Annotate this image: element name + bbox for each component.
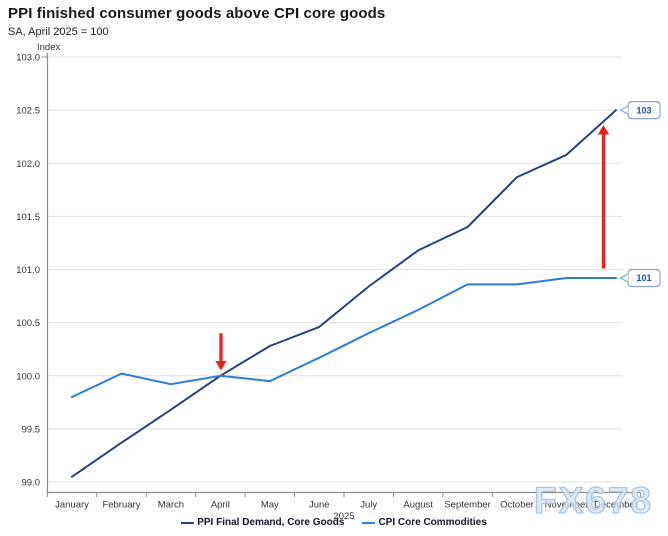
legend-item-ppi: PPI Final Demand, Core Goods [181, 517, 344, 528]
x-axis-label-october: October [500, 500, 534, 511]
december-gap-arrow [597, 125, 610, 269]
x-axis-year-label: 2025 [333, 511, 354, 522]
series-line-cpi [71, 277, 617, 398]
y-axis-label-103.0: 103.0 [16, 53, 40, 64]
x-axis-label-december: December [594, 500, 638, 511]
series-line-ppi [71, 109, 617, 478]
x-axis-label-november: November [545, 500, 589, 511]
y-axis-label-101.5: 101.5 [16, 212, 40, 223]
value-callout-101: 101 [619, 268, 661, 288]
y-axis-label-100.0: 100.0 [16, 371, 40, 382]
x-axis-label-january: January [55, 500, 89, 511]
y-axis-title: Index [37, 42, 60, 53]
value-callout-103: 103 [619, 101, 661, 120]
chart-legend: PPI Final Demand, Core Goods CPI Core Com… [0, 517, 668, 528]
legend-item-cpi: CPI Core Commodities [362, 517, 487, 528]
x-axis-label-september: September [444, 500, 490, 511]
callout-value: 101 [636, 273, 651, 283]
y-axis-label-102.0: 102.0 [16, 159, 40, 170]
callout-pointer-icon [619, 273, 629, 283]
x-axis-label-february: February [102, 500, 140, 511]
x-axis-label-may: May [261, 500, 279, 511]
y-axis-label-99.5: 99.5 [22, 424, 41, 435]
x-axis-label-march: March [158, 500, 184, 511]
y-axis-label-101.0: 101.0 [16, 265, 40, 276]
legend-dash-icon [181, 521, 195, 524]
arrow-up-head-icon [597, 125, 610, 135]
arrow-down-head-icon [215, 360, 227, 371]
chart-subtitle: SA, April 2025 = 100 [8, 26, 109, 38]
callout-value: 103 [636, 105, 651, 115]
x-axis-label-august: August [403, 500, 433, 511]
x-axis-label-june: June [309, 500, 330, 511]
chart-title: PPI finished consumer goods above CPI co… [8, 5, 386, 22]
legend-dash-icon [362, 521, 376, 524]
fx678-watermark: FX678 [534, 480, 653, 521]
legend-label: PPI Final Demand, Core Goods [197, 517, 345, 528]
y-axis-label-100.5: 100.5 [16, 318, 40, 329]
y-axis-label-99.0: 99.0 [22, 478, 41, 489]
legend-label: CPI Core Commodities [378, 517, 487, 528]
x-axis-label-april: April [211, 500, 230, 511]
april-crossover-arrow [215, 333, 227, 371]
y-axis-label-102.5: 102.5 [16, 106, 40, 117]
x-axis-label-july: July [360, 500, 377, 511]
callout-pointer-icon [619, 105, 629, 115]
